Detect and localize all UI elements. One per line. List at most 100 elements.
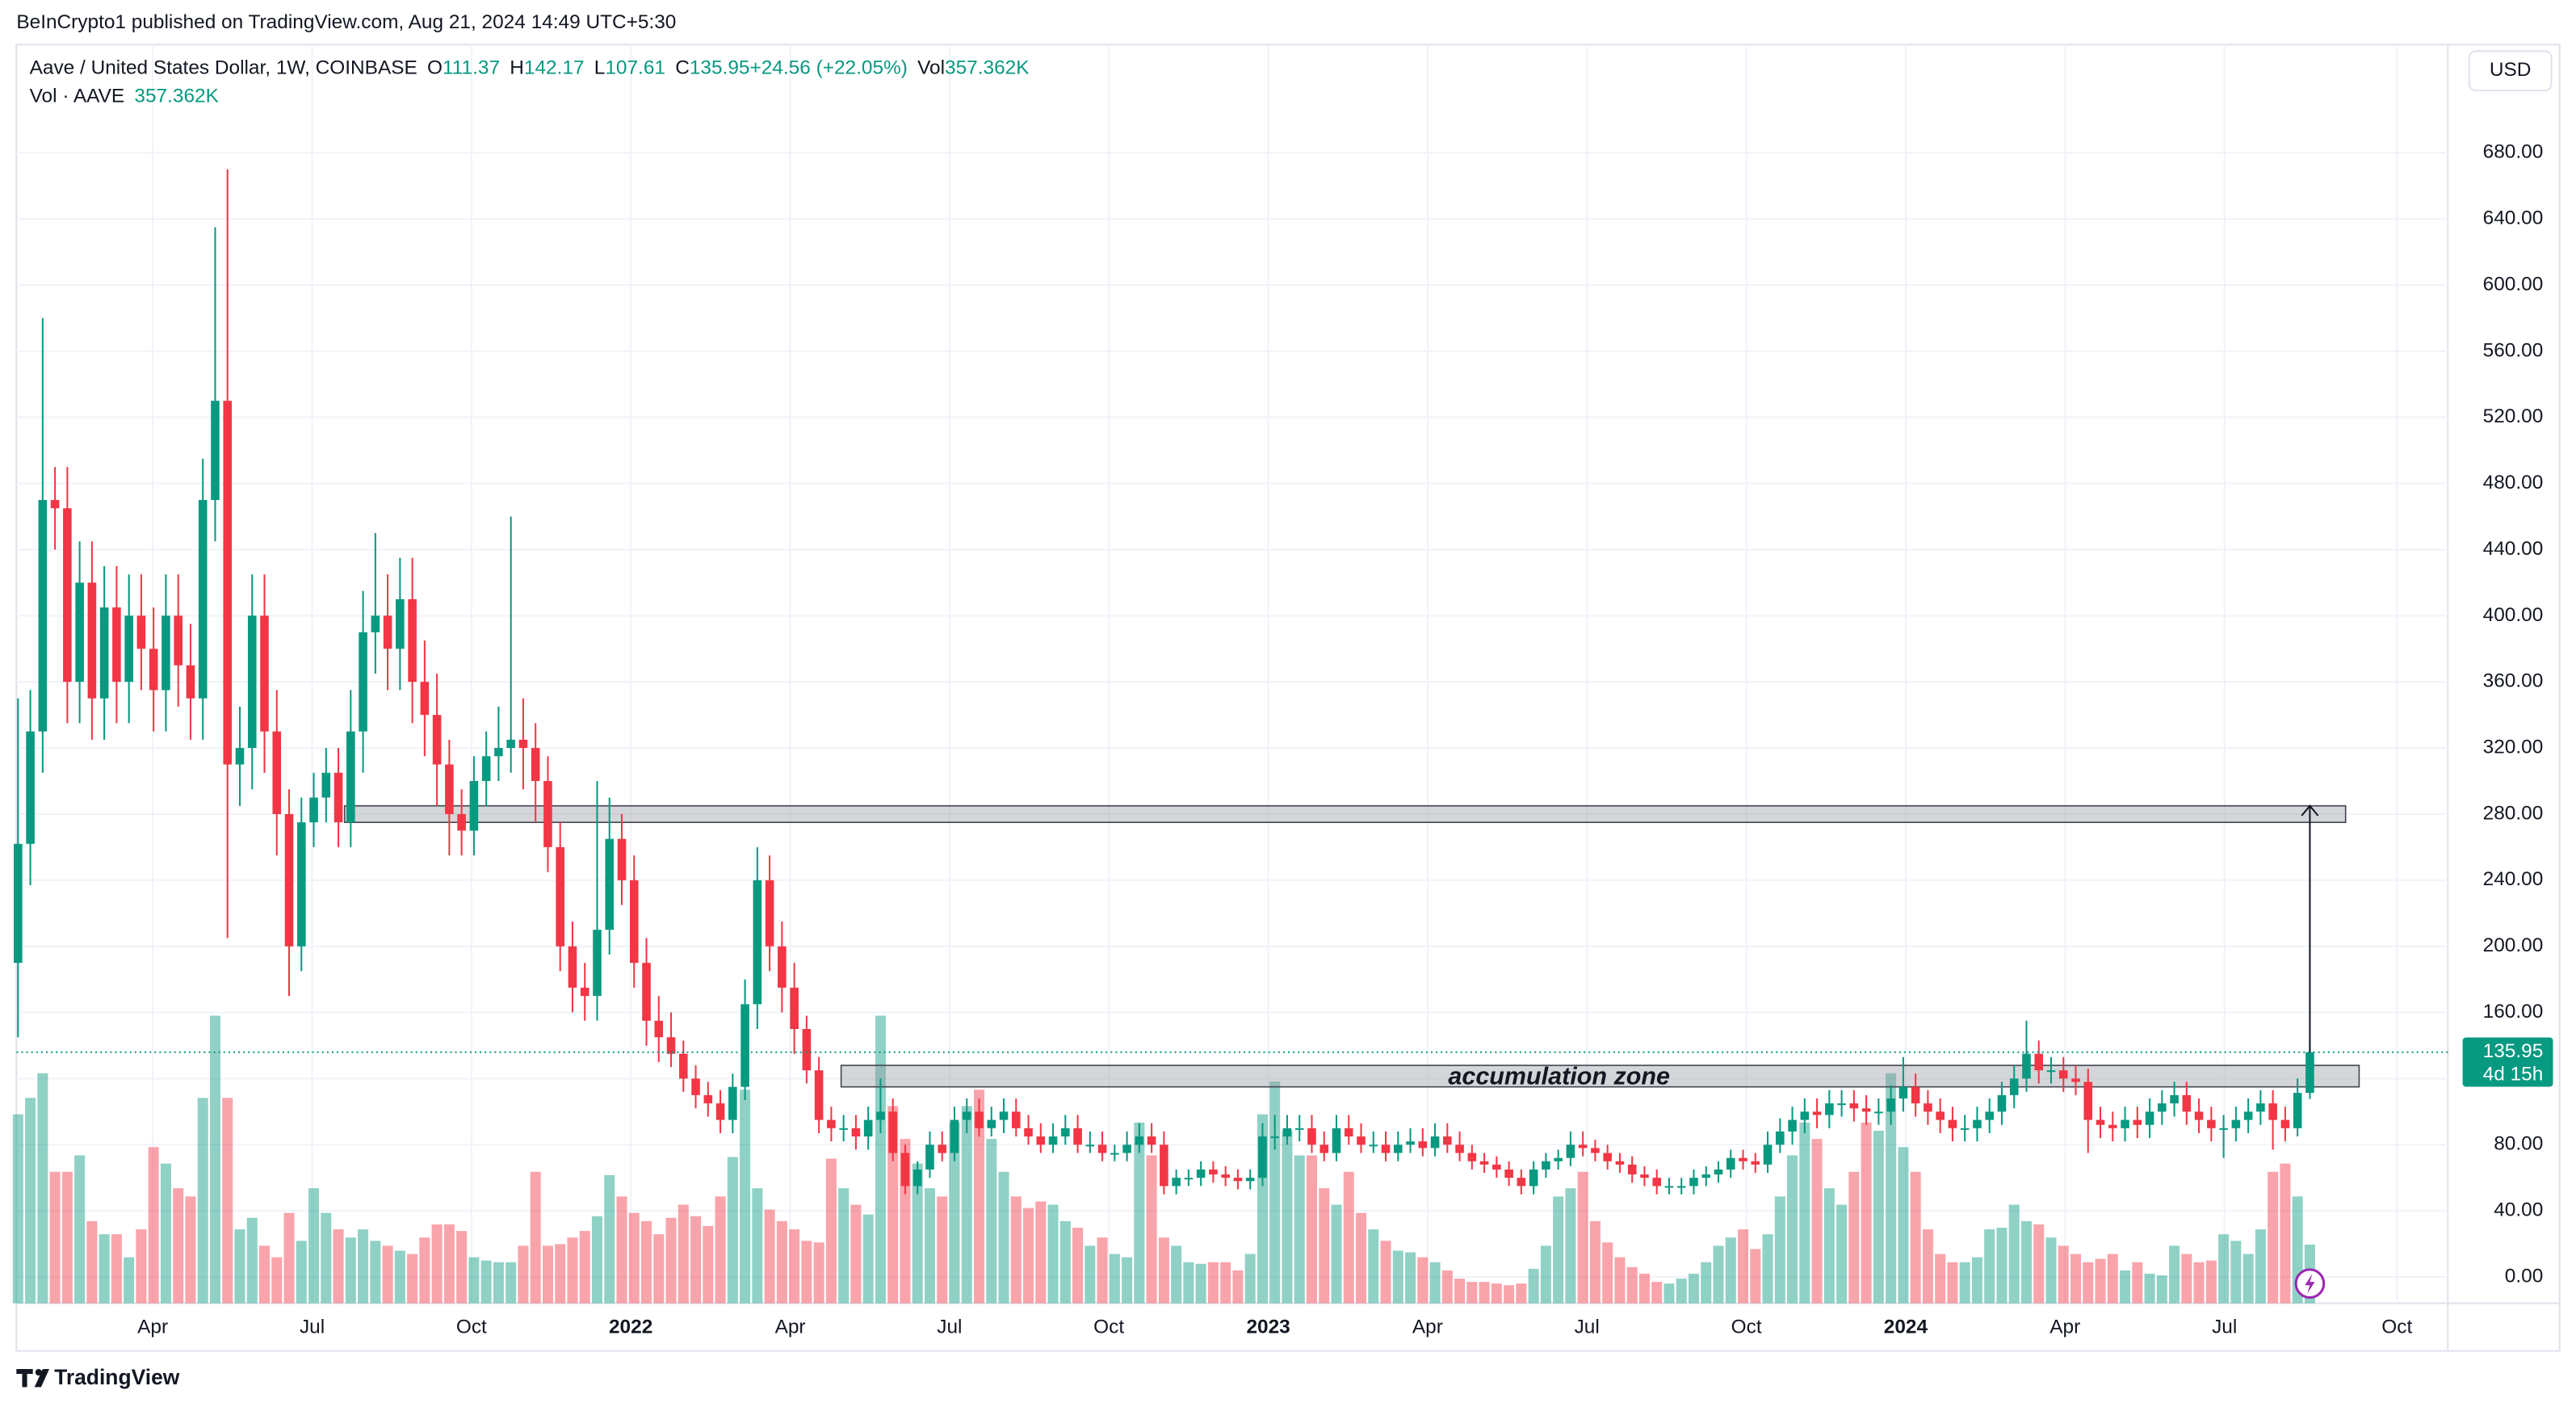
volume-bar (148, 1147, 159, 1304)
legend-key: Vol (917, 57, 945, 79)
volume-bar (61, 1171, 73, 1304)
volume-bar (1935, 1254, 1946, 1304)
volume-bar (1429, 1262, 1441, 1304)
x-tick-label: Apr (2049, 1317, 2080, 1338)
volume-bar (382, 1245, 393, 1304)
x-tick-label: Oct (2381, 1317, 2412, 1338)
volume-bar (567, 1237, 578, 1304)
candle-body (1960, 1128, 1970, 1130)
candle-body (2243, 1111, 2253, 1120)
candle-body (2096, 1119, 2105, 1125)
volume-bar (1589, 1220, 1601, 1304)
volume-bar (394, 1250, 405, 1304)
candle-body (1714, 1169, 1723, 1175)
volume-bar (1072, 1227, 1084, 1304)
candle-body (1874, 1111, 1883, 1114)
volume-bar (2033, 1224, 2045, 1304)
candle-body (2280, 1119, 2290, 1128)
volume-bar (1787, 1155, 1798, 1304)
candle-body (1849, 1103, 1859, 1109)
candle-body (1800, 1111, 1810, 1120)
candle-body (1936, 1111, 1945, 1120)
candle-body (1676, 1186, 1686, 1188)
y-tick-label: 200.00 (2483, 934, 2544, 956)
candle-body (1357, 1136, 1366, 1145)
volume-bar (1479, 1282, 1490, 1304)
candle-body (112, 607, 121, 682)
candle-body (2009, 1078, 2019, 1095)
volume-bar (776, 1220, 787, 1304)
volume-bar (949, 1122, 960, 1304)
volume-bar (456, 1231, 468, 1304)
volume-bar (862, 1214, 874, 1304)
volume-bar (160, 1163, 171, 1304)
volume-bar (1183, 1262, 1194, 1304)
candle-body (149, 649, 158, 691)
candle-body (654, 1020, 664, 1038)
candle-body (162, 615, 170, 691)
volume-bar (801, 1241, 812, 1304)
zone-label: accumulation zone (1448, 1062, 1670, 1090)
y-tick-label: 520.00 (2483, 405, 2544, 427)
volume-bar (2268, 1171, 2279, 1304)
volume-bar (258, 1245, 271, 1304)
candle-body (629, 880, 639, 964)
volume-bar (875, 1015, 886, 1304)
volume-bar (1861, 1122, 1872, 1304)
volume-bar (12, 1114, 23, 1304)
volume-legend: Vol · AAVE 357.362K (30, 86, 219, 107)
volume-bar (49, 1171, 61, 1304)
volume-bar (986, 1139, 997, 1304)
candle-body (900, 1153, 910, 1186)
volume-bar (345, 1237, 356, 1304)
volume-bar (727, 1157, 738, 1304)
candle-body (432, 715, 442, 765)
y-tick-label: 0.00 (2505, 1265, 2544, 1287)
volume-bar (1577, 1171, 1588, 1304)
volume-bar (1663, 1283, 1675, 1304)
candle-body (556, 846, 564, 947)
legend-value: 111.37 (443, 57, 500, 79)
legend-key: L (594, 57, 606, 79)
volume-bar (1171, 1245, 1182, 1304)
currency-box[interactable] (2468, 50, 2553, 92)
candle-body (469, 780, 479, 831)
volume-bar (271, 1257, 283, 1304)
candle-body (1763, 1144, 1773, 1165)
volume-bar (703, 1225, 714, 1304)
volume-bar (1195, 1263, 1206, 1304)
volume-bar (173, 1188, 184, 1304)
candle-body (408, 598, 417, 682)
candle-body (1294, 1128, 1304, 1130)
candle-body (1135, 1136, 1144, 1145)
last-price-label: 135.95 (2483, 1040, 2544, 1062)
legend-value: +24.56 (+22.05%) (749, 57, 907, 79)
candle-body (863, 1119, 873, 1137)
candle-body (1529, 1169, 1538, 1186)
candle-body (1430, 1136, 1440, 1149)
volume-bar (2193, 1262, 2205, 1304)
candle-body (1924, 1103, 1932, 1112)
candle-body (1467, 1153, 1477, 1161)
candle-body (703, 1094, 713, 1104)
candle-body (50, 500, 60, 509)
volume-value: 357.362K (134, 86, 219, 107)
candle-body (962, 1111, 971, 1120)
candle-body (1566, 1144, 1575, 1158)
volume-bar (653, 1234, 665, 1304)
volume-bar (530, 1171, 541, 1304)
volume-bar (2205, 1260, 2217, 1304)
volume-bar (912, 1163, 923, 1304)
volume-bar (715, 1196, 726, 1304)
candle-body (136, 615, 146, 649)
candle-body (1554, 1157, 1563, 1161)
candle-body (778, 946, 787, 988)
volume-bar (1097, 1237, 1108, 1304)
symbol: Aave / United States Dollar, 1W, COINBAS… (30, 57, 417, 79)
currency[interactable]: USD (2490, 59, 2532, 81)
volume-bar (973, 1090, 985, 1304)
volume-bar (998, 1171, 1009, 1304)
volume-bar (579, 1231, 590, 1304)
candle-body (2034, 1053, 2044, 1071)
